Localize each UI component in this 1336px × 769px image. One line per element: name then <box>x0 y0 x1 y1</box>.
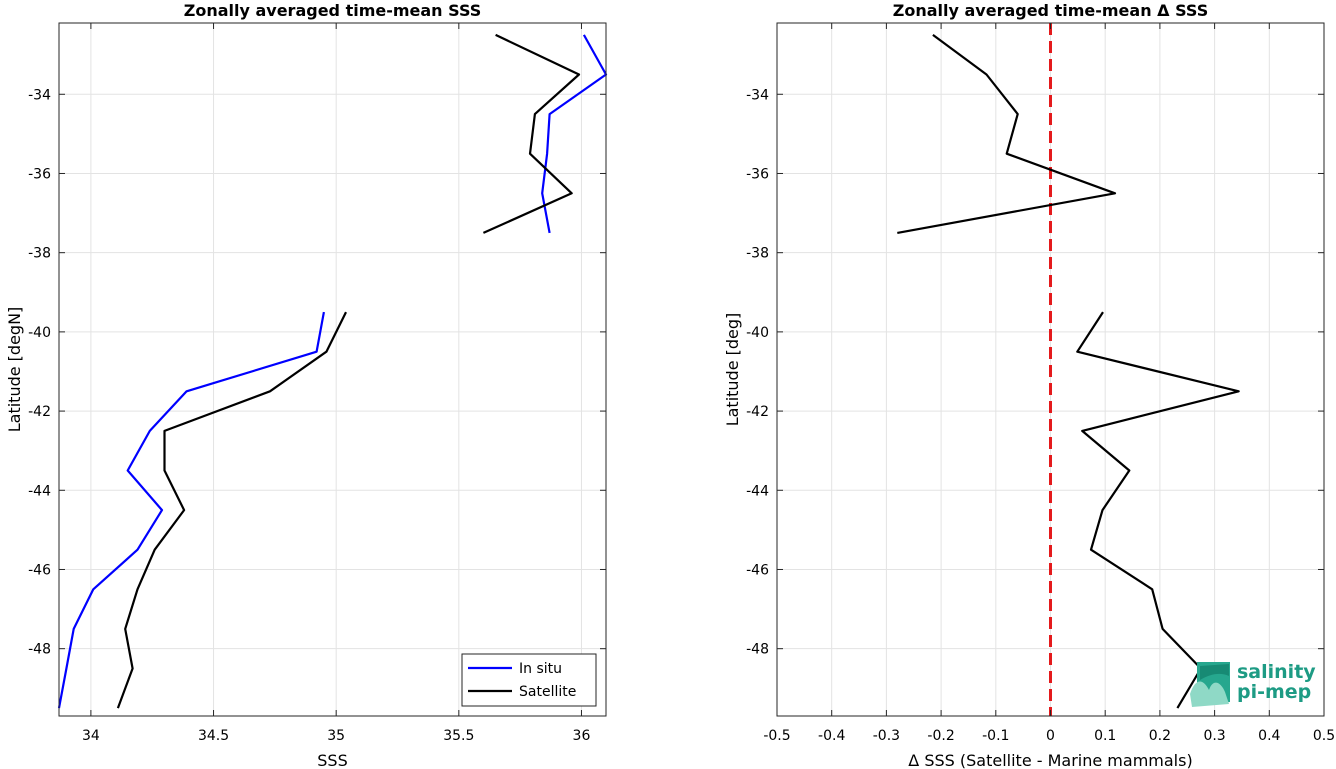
delta-series-line <box>1076 311 1240 709</box>
y-tick-label: -36 <box>746 166 769 182</box>
legend-label: Satellite <box>519 684 576 700</box>
x-tick-label: -0.5 <box>763 728 790 744</box>
y-tick-label: -44 <box>28 483 51 499</box>
chart-title: Zonally averaged time-mean SSS <box>184 1 482 20</box>
y-tick-label: -48 <box>746 642 769 658</box>
y-tick-label: -40 <box>28 325 51 341</box>
x-tick-label: 35 <box>327 728 345 744</box>
x-tick-label: 0.2 <box>1149 728 1171 744</box>
x-tick-label: 34 <box>82 728 100 744</box>
delta-series-line <box>897 34 1117 234</box>
x-tick-label: 36 <box>573 728 591 744</box>
x-tick-label: -0.3 <box>873 728 900 744</box>
x-tick-label: -0.2 <box>927 728 954 744</box>
satellite-series-line <box>116 311 347 709</box>
x-tick-label: 0.5 <box>1313 728 1335 744</box>
y-axis-label: Latitude [degN] <box>5 307 24 433</box>
x-tick-label: 0.4 <box>1258 728 1280 744</box>
legend-label: In situ <box>519 661 562 677</box>
y-tick-label: -46 <box>28 562 51 578</box>
y-tick-label: -42 <box>28 404 51 420</box>
x-tick-label: -0.4 <box>818 728 845 744</box>
axes-box <box>58 22 607 717</box>
x-tick-label: 34.5 <box>198 728 229 744</box>
satellite-series-line <box>482 33 581 234</box>
salinity-pi-mep-logo: salinity pi-mep <box>1190 661 1316 707</box>
y-tick-label: -46 <box>746 562 769 578</box>
y-tick-label: -34 <box>746 87 769 103</box>
y-axis-label: Latitude [deg] <box>723 313 742 427</box>
y-tick-label: -40 <box>746 325 769 341</box>
y-tick-label: -34 <box>28 87 51 103</box>
y-tick-label: -36 <box>28 166 51 182</box>
legend-box <box>461 653 597 707</box>
y-tick-label: -38 <box>746 246 769 262</box>
chart-title: Zonally averaged time-mean Δ SSS <box>893 1 1209 20</box>
x-tick-label: 35.5 <box>443 728 474 744</box>
x-tick-label: 0.1 <box>1094 728 1116 744</box>
logo-line1: salinity <box>1237 661 1316 683</box>
y-tick-label: -48 <box>28 642 51 658</box>
y-tick-label: -38 <box>28 246 51 262</box>
x-tick-label: -0.1 <box>982 728 1009 744</box>
y-tick-label: -44 <box>746 483 769 499</box>
y-tick-label: -42 <box>746 404 769 420</box>
x-tick-label: 0.3 <box>1203 728 1225 744</box>
x-axis-label: Δ SSS (Satellite - Marine mammals) <box>908 751 1192 769</box>
logo-line2: pi-mep <box>1237 681 1311 703</box>
sss-panel: 34 34.5 35 35.5 36 -48 -46 -44 -42 -40 -38 -36 -34 Zo… <box>5 1 608 769</box>
x-tick-label: 0 <box>1046 728 1055 744</box>
in-situ-series-line <box>57 311 325 709</box>
in-situ-series-line <box>541 34 608 234</box>
x-axis-label: SSS <box>317 751 347 769</box>
delta-sss-panel: -0.5 -0.4 -0.3 -0.2 -0.1 0 0.1 0.2 0.3 0.4 0.5 -48 -… <box>723 1 1335 769</box>
wave-logo-icon <box>1190 662 1230 707</box>
